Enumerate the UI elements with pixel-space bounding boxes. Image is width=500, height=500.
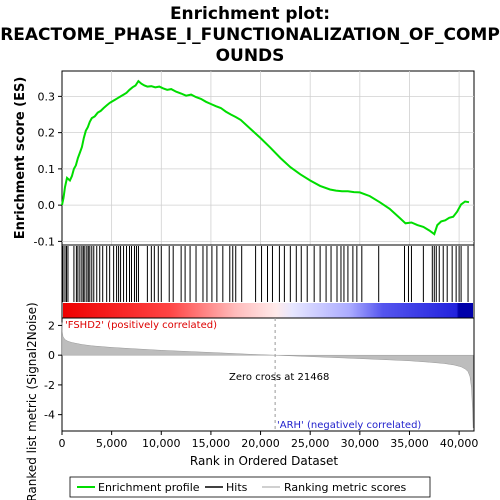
legend-label-ranking-metric-scores: Ranking metric scores <box>284 481 406 494</box>
enrichment-y-axis-label: Enrichment score (ES) <box>13 77 28 240</box>
legend-label-hits: Hits <box>226 481 248 494</box>
enrichment-gridlines <box>62 71 474 245</box>
x-tick-label: 0 <box>59 437 66 450</box>
hit-marks-group <box>62 246 469 302</box>
legend-frame <box>69 476 431 498</box>
zero-cross-label: Zero cross at 21468 <box>229 372 329 383</box>
legend-label-enrichment-profile: Enrichment profile <box>98 481 200 494</box>
rank-color-bar <box>63 303 473 318</box>
enrichment-plot-frame <box>61 70 475 246</box>
negative-correlation-label: 'ARH' (negatively correlated) <box>277 420 421 431</box>
ranked-metric-y-tick-label: -4 <box>44 409 55 422</box>
ranked-metric-frame <box>61 317 475 432</box>
ranked-metric-y-tick-label: -2 <box>44 379 55 392</box>
x-tick-label: 15,000 <box>192 437 231 450</box>
enrichment-y-tick-label: 0.3 <box>38 90 56 103</box>
enrichment-y-tick-label: 0.2 <box>38 127 56 140</box>
enrichment-y-tick-label: 0.0 <box>38 199 56 212</box>
x-tick-label: 30,000 <box>341 437 380 450</box>
positive-correlation-label: 'FSHD2' (positively correlated) <box>65 320 217 331</box>
x-tick-label: 25,000 <box>291 437 330 450</box>
x-axis-label: Rank in Ordered Dataset <box>190 454 338 468</box>
x-tick-label: 40,000 <box>440 437 479 450</box>
enrichment-y-tick-label: -0.1 <box>34 235 55 248</box>
enrichment-y-axis: -0.1 0.0 0.1 0.2 0.3 <box>34 90 62 248</box>
x-tick-label: 10,000 <box>142 437 181 450</box>
enrichment-y-tick-label: 0.1 <box>38 163 56 176</box>
hits-panel <box>61 244 475 319</box>
ranking-metric-area <box>61 322 474 429</box>
ranked-metric-panel: -4 -2 0 2 0 5,000 10,000 15,000 20,000 25,000 30,… <box>25 302 478 500</box>
rank-x-axis: 0 5,000 10,000 15,000 20,000 25,000 30,000 35,0… <box>59 431 479 450</box>
legend: Enrichment profile Hits Ranking metric s… <box>69 476 431 498</box>
x-tick-label: 20,000 <box>241 437 280 450</box>
enrichment-panel: -0.1 0.0 0.1 0.2 0.3 Enrichment score (ES) <box>13 70 475 248</box>
ranked-metric-y-tick-label: 0 <box>48 349 55 362</box>
chart-title-line-2: REACTOME_PHASE_I_FUNCTIONALIZATION_OF_CO… <box>0 25 500 45</box>
ranked-metric-y-tick-label: 2 <box>48 319 55 332</box>
chart-title-line-1: Enrichment plot: <box>170 4 330 24</box>
chart-title-line-3: OUNDS <box>216 46 285 66</box>
x-tick-label: 5,000 <box>96 437 128 450</box>
ranked-metric-y-axis: -4 -2 0 2 <box>44 319 62 422</box>
ranked-metric-y-axis-label: Ranked list metric (Signal2Noise) <box>25 302 39 500</box>
enrichment-profile-line <box>61 79 470 236</box>
x-tick-label: 35,000 <box>390 437 429 450</box>
